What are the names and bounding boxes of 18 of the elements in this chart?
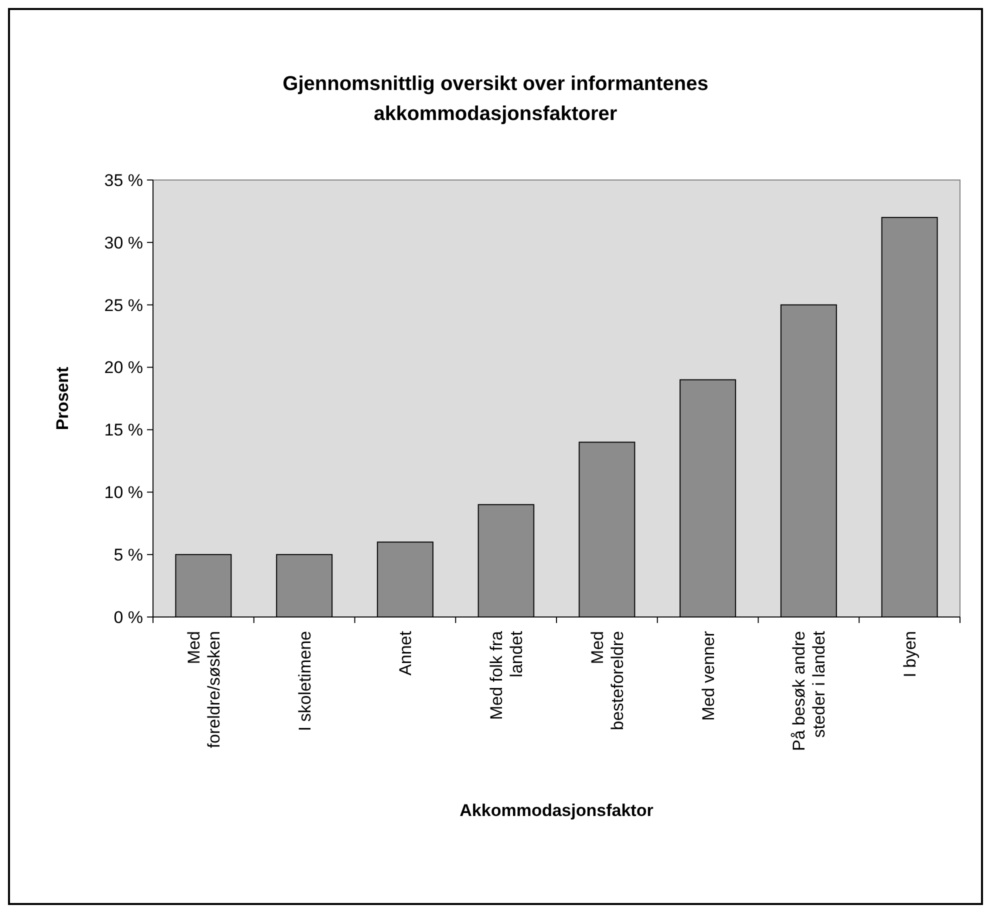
x-tick-label: Annet bbox=[396, 630, 416, 676]
y-tick-label: 30 % bbox=[104, 233, 143, 252]
y-tick-label: 10 % bbox=[104, 483, 143, 502]
x-tick-label: Med foreldre/søsken bbox=[184, 631, 224, 748]
x-tick-label: På besøk andre steder i landet bbox=[790, 630, 829, 752]
y-tick-label: 15 % bbox=[104, 420, 143, 440]
y-tick-label: 25 % bbox=[104, 296, 143, 315]
y-axis-title: Prosent bbox=[53, 366, 72, 430]
chart-title: Gjennomsnittlig oversikt over informantenes akkommodasjonsfaktorer bbox=[282, 73, 708, 125]
x-tick-label: I byen bbox=[900, 631, 920, 678]
x-tick-label: Med venner bbox=[698, 630, 718, 721]
y-tick-label: 0 % bbox=[114, 608, 143, 627]
y-tick-label: 20 % bbox=[104, 358, 143, 378]
x-tick-label: Med folk fra landet bbox=[487, 630, 526, 720]
x-axis-title: Akkommodasjonsfaktor bbox=[460, 801, 654, 820]
y-tick-label: 5 % bbox=[114, 546, 143, 565]
y-tick-label: 35 % bbox=[104, 170, 143, 190]
x-tick-label: I skoletimene bbox=[295, 631, 314, 732]
